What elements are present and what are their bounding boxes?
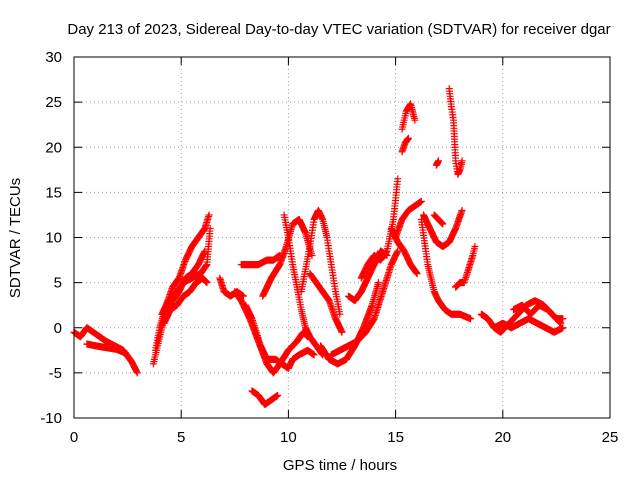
data-point (467, 315, 475, 323)
data-point (411, 116, 419, 124)
data-point (203, 279, 211, 287)
y-tick-label: 15 (45, 184, 62, 201)
y-tick-label: 30 (45, 49, 62, 66)
data-point (417, 197, 425, 205)
data-point (559, 315, 567, 323)
data-point (205, 211, 213, 219)
x-tick-label: 25 (602, 429, 619, 446)
y-tick-label: 5 (54, 275, 62, 292)
chart-title: Day 213 of 2023, Sidereal Day-to-day VTE… (67, 21, 610, 38)
y-tick-label: 0 (54, 320, 62, 337)
data-point (439, 220, 447, 228)
x-tick-label: 5 (177, 429, 185, 446)
x-tick-label: 15 (387, 429, 404, 446)
data-point (559, 324, 567, 332)
data-point (458, 157, 466, 165)
data-point (201, 247, 209, 255)
data-point (394, 175, 402, 183)
x-tick-label: 10 (280, 429, 297, 446)
y-tick-label: 10 (45, 230, 62, 247)
y-tick-label: -10 (40, 410, 62, 427)
data-point (133, 369, 141, 377)
data-point (374, 279, 382, 287)
x-tick-label: 20 (494, 429, 511, 446)
y-tick-label: -5 (49, 365, 62, 382)
data-point (310, 351, 318, 359)
y-axis-label: SDTVAR / TECUs (7, 178, 24, 298)
data-point (458, 206, 466, 214)
y-tick-label: 20 (45, 139, 62, 156)
x-tick-label: 0 (70, 429, 78, 446)
data-point (471, 243, 479, 251)
data-point (404, 134, 412, 142)
x-axis-label: GPS time / hours (283, 457, 397, 474)
data-point (434, 157, 442, 165)
data-point (413, 270, 421, 278)
data-points (70, 85, 567, 408)
data-point (308, 252, 316, 260)
axes: 0 5 10 15 20 25 -10 -5 0 5 10 15 20 25 30 (40, 49, 618, 446)
data-point (121, 349, 129, 357)
data-point (274, 391, 282, 399)
data-point (206, 224, 214, 232)
data-point (336, 310, 344, 318)
y-tick-label: 25 (45, 94, 62, 111)
data-point (338, 328, 346, 336)
data-point (394, 247, 402, 255)
